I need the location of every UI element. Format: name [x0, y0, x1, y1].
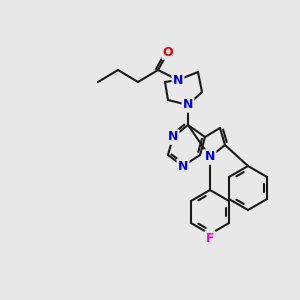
Text: N: N [173, 74, 183, 86]
Text: N: N [168, 130, 178, 143]
Text: N: N [183, 98, 193, 112]
Text: O: O [163, 46, 173, 59]
Text: F: F [206, 232, 214, 244]
Text: N: N [178, 160, 188, 172]
Text: N: N [205, 151, 215, 164]
